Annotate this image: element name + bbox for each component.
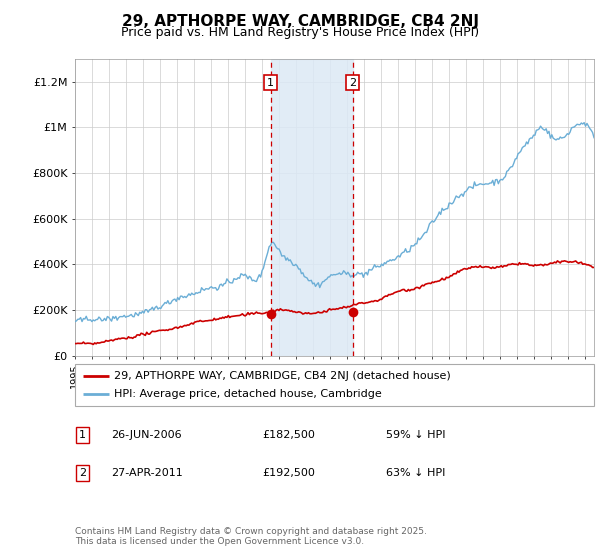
Text: 26-JUN-2006: 26-JUN-2006 [112,430,182,440]
Text: 2: 2 [79,468,86,478]
Text: £192,500: £192,500 [262,468,315,478]
Text: 1: 1 [267,77,274,87]
Text: Contains HM Land Registry data © Crown copyright and database right 2025.
This d: Contains HM Land Registry data © Crown c… [75,526,427,546]
Bar [271,59,353,356]
Text: 1: 1 [79,430,86,440]
Text: 29, APTHORPE WAY, CAMBRIDGE, CB4 2NJ: 29, APTHORPE WAY, CAMBRIDGE, CB4 2NJ [121,14,479,29]
Text: 27-APR-2011: 27-APR-2011 [112,468,183,478]
Text: £182,500: £182,500 [262,430,315,440]
Text: Price paid vs. HM Land Registry's House Price Index (HPI): Price paid vs. HM Land Registry's House … [121,26,479,39]
Text: HPI: Average price, detached house, Cambridge: HPI: Average price, detached house, Camb… [114,389,382,399]
Text: 59% ↓ HPI: 59% ↓ HPI [386,430,446,440]
Text: 2: 2 [349,77,356,87]
Text: 63% ↓ HPI: 63% ↓ HPI [386,468,446,478]
Text: 29, APTHORPE WAY, CAMBRIDGE, CB4 2NJ (detached house): 29, APTHORPE WAY, CAMBRIDGE, CB4 2NJ (de… [114,371,451,381]
